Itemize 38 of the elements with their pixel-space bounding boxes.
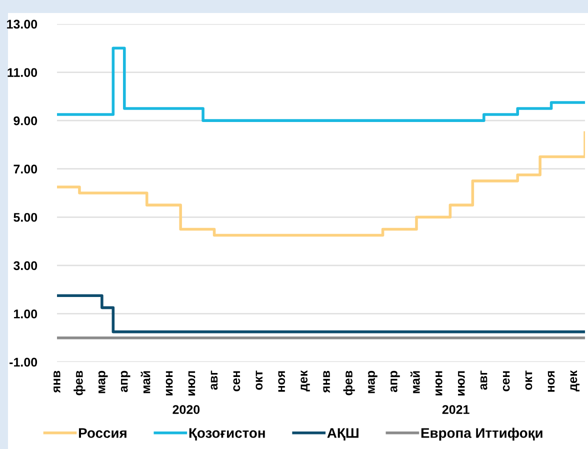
legend-label: Россия <box>78 428 126 438</box>
x-tick-label: фев <box>343 370 355 396</box>
x-tick-label: май <box>410 371 420 394</box>
y-tick-label: -1.00 <box>10 358 38 367</box>
x-tick-label: авг <box>480 370 488 390</box>
x-tick-label: май <box>140 371 150 394</box>
y-tick-label: 13.00 <box>7 20 38 29</box>
x-tick-label: июн <box>166 371 173 396</box>
x-tick-label: ноя <box>278 371 286 392</box>
x-tick-label: дек <box>300 370 310 392</box>
x-tick-label: дек <box>570 370 580 392</box>
x-tick-label: окт <box>256 370 263 390</box>
x-tick-label: сен <box>233 371 240 392</box>
x-tick-label: окт <box>525 370 532 390</box>
y-tick-label: 7.00 <box>14 164 38 174</box>
x-tick-label: авг <box>210 370 218 390</box>
x-tick-label: мар <box>98 370 108 394</box>
y-tick-label: 11.00 <box>8 68 38 77</box>
text: 2020 <box>172 405 200 414</box>
text: 2021 <box>442 405 470 414</box>
x-tick-label: июл <box>188 371 196 396</box>
x-tick-label: фев <box>74 370 86 396</box>
x-tick-label: мар <box>368 370 378 394</box>
y-tick-label: 1.00 <box>14 310 38 318</box>
x-tick-label: сен <box>502 371 510 392</box>
legend-label: Европа Иттифоқи <box>421 428 542 441</box>
y-tick-label: 5.00 <box>14 212 38 222</box>
x-tick-label: апр <box>120 370 130 392</box>
x-tick-label: ноя <box>548 371 555 392</box>
x-tick-label: янв <box>323 370 330 393</box>
y-tick-label: 9.00 <box>14 116 38 126</box>
x-tick-label: янв <box>54 370 60 393</box>
x-tick-label: апр <box>390 370 400 392</box>
y-tick-label: 3.00 <box>14 261 38 270</box>
x-tick-label: июл <box>458 371 465 396</box>
x-tick-label: июн <box>435 371 442 396</box>
legend-label: Қозоғистон <box>189 428 265 441</box>
legend-label: АҚШ <box>327 428 358 441</box>
